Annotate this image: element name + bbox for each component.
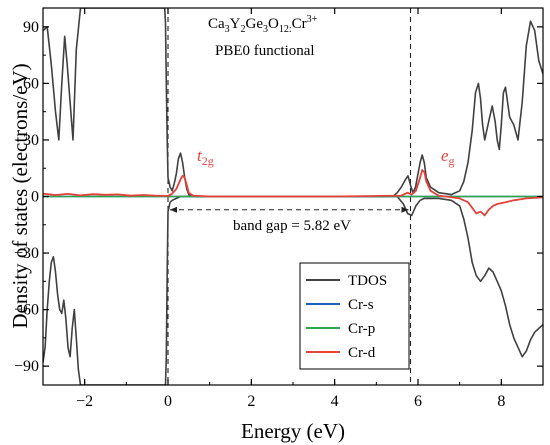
y-tick-label: 90 — [23, 19, 39, 36]
y-tick-label: −90 — [14, 358, 39, 375]
legend-label: Cr-p — [348, 321, 375, 337]
band-gap-arrow — [170, 206, 409, 213]
eg-annotation: eg — [441, 146, 455, 168]
x-axis-label: Energy (eV) — [241, 419, 345, 443]
series-tdos — [43, 8, 543, 198]
band-gap-arrow-right-head — [401, 206, 409, 213]
series-cr-d — [43, 169, 543, 217]
y-tick-label: −30 — [14, 245, 39, 262]
legend: TDOS Cr-s Cr-p Cr-d — [299, 262, 410, 370]
x-tick-label: 4 — [331, 393, 339, 410]
legend-label: Cr-d — [348, 345, 376, 361]
axis-ticks: −2 0 2 4 6 8 −90 −60 −30 0 30 60 90 — [14, 8, 544, 410]
x-tick-label: 8 — [497, 393, 505, 410]
x-tick-label: −2 — [76, 393, 93, 410]
material-annotation: Ca3Y2Ge3O12:Cr3+ — [208, 14, 318, 35]
t2g-annotation: t2g — [197, 146, 214, 168]
x-tick-label: 2 — [247, 393, 255, 410]
y-tick-label: 60 — [23, 75, 39, 92]
legend-label: TDOS — [348, 273, 387, 289]
y-tick-label: 0 — [31, 189, 39, 206]
x-tick-label: 0 — [164, 393, 172, 410]
functional-annotation: PBE0 functional — [215, 43, 315, 59]
y-axis-label: Density of states (electrons/eV) — [8, 63, 32, 328]
band-gap-arrow-left-head — [170, 206, 177, 213]
y-tick-label: 30 — [23, 132, 39, 149]
series-layer — [43, 8, 543, 385]
legend-label: Cr-s — [348, 297, 374, 313]
band-gap-annotation: band gap = 5.82 eV — [233, 218, 351, 234]
x-tick-label: 6 — [414, 393, 422, 410]
y-tick-label: −60 — [14, 302, 39, 319]
